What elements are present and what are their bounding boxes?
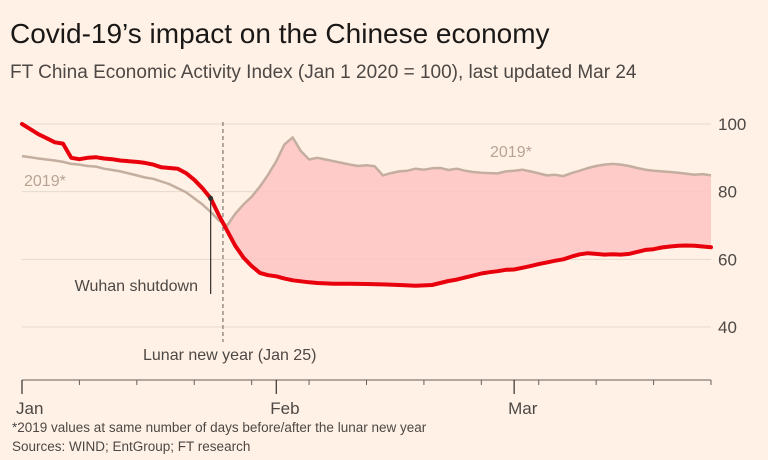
annotation-wuhan-shutdown: Wuhan shutdown (75, 278, 198, 295)
gap-area (223, 137, 711, 286)
y-tick-label: 40 (718, 318, 737, 337)
chart-subtitle: FT China Economic Activity Index (Jan 1 … (10, 62, 637, 83)
x-tick-label: Jan (16, 399, 43, 418)
y-tick-label: 80 (718, 183, 737, 202)
wuhan-shutdown-marker (208, 195, 214, 201)
series-label-2019-right: 2019* (490, 144, 532, 161)
x-tick-label: Feb (270, 399, 299, 418)
annotation-lunar-new-year: Lunar new year (Jan 25) (143, 347, 316, 364)
source-note: Sources: WIND; EntGroup; FT research (12, 439, 251, 454)
chart-title: Covid-19’s impact on the Chinese economy (10, 18, 550, 49)
y-tick-label: 100 (718, 115, 746, 134)
footnote: *2019 values at same number of days befo… (12, 420, 427, 435)
series-line-2019 (21, 136, 712, 227)
x-tick-label: Mar (508, 399, 538, 418)
series-line-2020 (20, 122, 713, 288)
series-label-2019-left: 2019* (24, 173, 66, 190)
y-tick-label: 60 (718, 250, 737, 269)
